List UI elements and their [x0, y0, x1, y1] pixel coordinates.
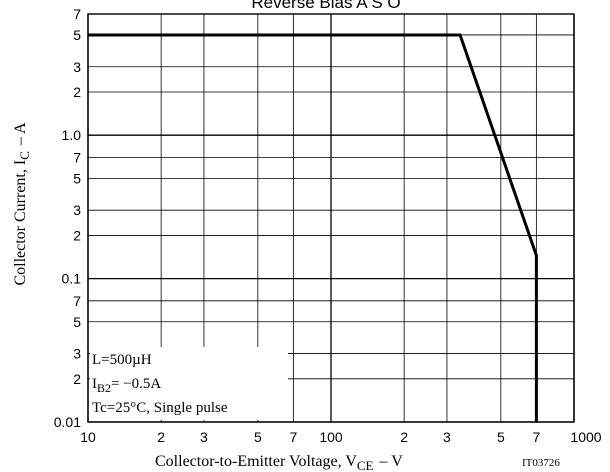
y-tick-label: 5	[73, 27, 81, 43]
x-tick-label: 2	[157, 429, 165, 445]
x-tick-label: 10	[80, 429, 96, 445]
x-tick-label: 3	[200, 429, 208, 445]
x-axis-label-sub: CE	[357, 458, 374, 472]
y-tick-label: 7	[73, 149, 81, 165]
y-axis-label-sub: C	[17, 151, 32, 160]
x-tick-label: 5	[497, 429, 505, 445]
annotation-conditions: Tc=25°C, Single pulse	[92, 400, 228, 416]
x-tick-labels: 10 2 3 5 7 100 2 3 5 7 1000	[80, 429, 602, 445]
y-tick-label: 0.1	[62, 271, 82, 287]
y-tick-label: 1.0	[62, 127, 82, 143]
annotation-box: L=500µH IB2= −0.5A Tc=25°C, Single pulse	[90, 347, 288, 420]
x-tick-label: 7	[532, 429, 540, 445]
plot-frame	[87, 13, 575, 423]
y-axis-label: Collector Current, IC– A	[12, 122, 32, 286]
x-tick-label: 1000	[570, 429, 601, 445]
y-tick-label: 5	[73, 314, 81, 330]
annotation-inductance: L=500µH	[92, 352, 152, 368]
x-tick-label: 5	[254, 429, 262, 445]
x-tick-label: 7	[289, 429, 297, 445]
y-tick-label: 3	[73, 59, 81, 75]
y-tick-label: 3	[73, 346, 81, 362]
y-tick-label: 3	[73, 202, 81, 218]
y-tick-label: 0.01	[54, 414, 81, 430]
x-tick-label: 3	[443, 429, 451, 445]
annotation-base-current: IB2= −0.5A	[92, 376, 161, 395]
y-tick-labels: 0.01 2 3 5 7 0.1 2 3 5 7 1.0 2 3 5 7	[54, 6, 81, 430]
series-line	[88, 33, 538, 422]
y-tick-label: 7	[73, 293, 81, 309]
y-tick-label: 5	[73, 170, 81, 186]
y-tick-label: 2	[73, 371, 81, 387]
y-tick-label: 2	[73, 227, 81, 243]
figure-code: IT03726	[522, 457, 560, 469]
annotation-base-current-sub: B2	[97, 381, 111, 395]
x-tick-label: 100	[319, 429, 343, 445]
chart-title: Reverse Bias A S O	[251, 0, 400, 12]
y-tick-label: 7	[73, 6, 81, 22]
y-tick-label: 2	[73, 84, 81, 100]
x-axis-label: Collector-to-Emitter Voltage, VCE – V	[155, 453, 403, 472]
x-tick-label: 2	[400, 429, 408, 445]
